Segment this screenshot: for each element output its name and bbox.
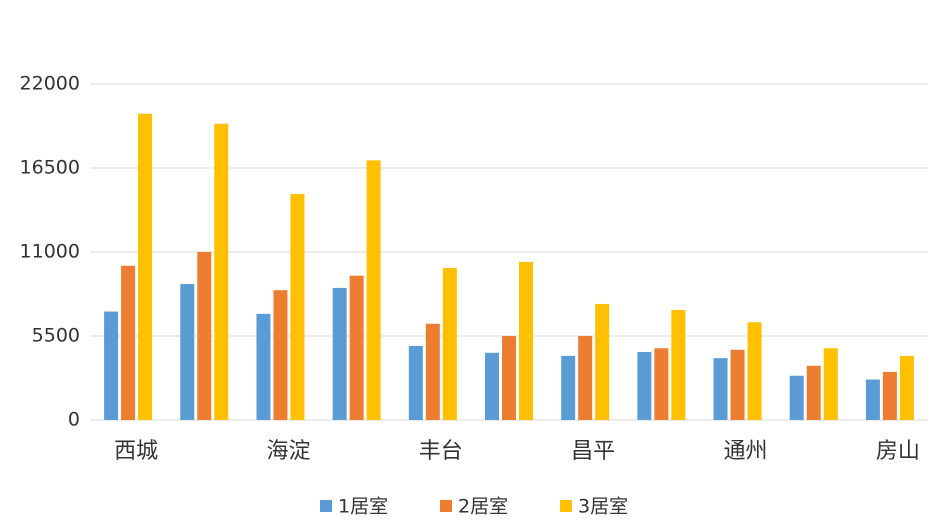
bar bbox=[502, 336, 516, 420]
bar bbox=[121, 265, 136, 420]
bar bbox=[332, 287, 347, 420]
bar bbox=[899, 355, 914, 420]
bar bbox=[823, 348, 838, 420]
y-tick-label: 0 bbox=[68, 409, 80, 431]
bar bbox=[637, 352, 652, 420]
bar bbox=[273, 290, 288, 420]
bar bbox=[882, 371, 897, 420]
bar bbox=[789, 375, 804, 420]
x-tick-label: 海淀 bbox=[266, 439, 310, 464]
legend-swatch bbox=[560, 500, 572, 512]
bar bbox=[408, 345, 423, 420]
bar bbox=[366, 160, 381, 420]
bar bbox=[730, 349, 745, 420]
bar bbox=[595, 303, 610, 420]
bar bbox=[214, 123, 229, 420]
legend-swatch bbox=[320, 500, 332, 512]
y-tick-label: 11000 bbox=[20, 241, 80, 263]
x-tick-label: 丰台 bbox=[419, 439, 463, 464]
legend-label: 1居室 bbox=[338, 496, 388, 518]
legend-swatch bbox=[440, 500, 452, 512]
bar bbox=[256, 313, 271, 420]
x-tick-label: 西城 bbox=[114, 439, 158, 464]
x-tick-label: 通州 bbox=[724, 439, 768, 464]
bar bbox=[747, 322, 762, 420]
bar bbox=[654, 348, 669, 420]
bar bbox=[197, 252, 212, 420]
bar bbox=[349, 275, 364, 420]
bar bbox=[561, 355, 576, 420]
bar bbox=[425, 323, 440, 420]
y-tick-label: 22000 bbox=[20, 73, 80, 95]
bar bbox=[290, 193, 305, 420]
bar bbox=[180, 284, 195, 420]
legend-label: 2居室 bbox=[458, 496, 508, 518]
y-tick-label: 5500 bbox=[32, 325, 80, 347]
bar bbox=[138, 113, 153, 421]
bar bbox=[104, 311, 119, 420]
x-tick-label: 昌平 bbox=[571, 439, 615, 464]
y-tick-label: 16500 bbox=[20, 157, 80, 179]
bar bbox=[671, 310, 686, 420]
bar bbox=[485, 352, 499, 420]
bar bbox=[713, 358, 728, 420]
x-tick-label: 房山 bbox=[876, 439, 920, 464]
bar bbox=[578, 336, 593, 420]
legend-label: 3居室 bbox=[578, 496, 628, 518]
bar bbox=[865, 379, 880, 420]
bar bbox=[806, 365, 821, 420]
bar bbox=[519, 261, 533, 420]
bar bbox=[442, 268, 457, 420]
